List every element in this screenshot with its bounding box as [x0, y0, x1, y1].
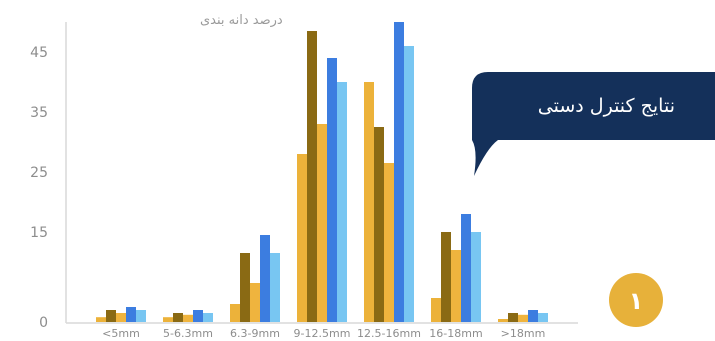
y-tick-labels: 0 15 25 35 45 — [30, 45, 48, 331]
bar — [230, 304, 240, 322]
bars — [96, 22, 548, 322]
y-tick-label: 35 — [30, 105, 48, 121]
callout-shape — [472, 72, 715, 176]
bar — [240, 253, 250, 322]
x-category-label: 5-6.3mm — [163, 327, 213, 340]
bar — [508, 313, 518, 322]
y-tick-label: 15 — [30, 225, 48, 241]
y-tick-label: 25 — [30, 165, 48, 181]
x-category-label: 12.5-16mm — [357, 327, 421, 340]
bar — [461, 214, 471, 322]
bar — [260, 235, 270, 322]
bar — [193, 310, 203, 322]
x-category-labels: <5mm 5-6.3mm 6.3-9mm 9-12.5mm 12.5-16mm 16-18… — [102, 327, 545, 340]
bar — [297, 154, 307, 322]
x-category-label: <5mm — [102, 327, 140, 340]
bar — [451, 250, 461, 322]
bar — [528, 310, 538, 322]
bar — [116, 313, 126, 322]
bar — [498, 319, 508, 322]
y-axis-label: درصد دانه بندی — [200, 13, 283, 28]
x-category-label: 6.3-9mm — [230, 327, 280, 340]
bar — [404, 46, 414, 322]
bar — [327, 58, 337, 322]
bar — [337, 82, 347, 322]
bar — [317, 124, 327, 322]
x-category-label: 9-12.5mm — [294, 327, 351, 340]
bar — [307, 31, 317, 322]
bar — [250, 283, 260, 322]
step-badge-number: ۱ — [629, 287, 644, 315]
bar — [374, 127, 384, 322]
bar — [96, 317, 106, 322]
axes: درصد دانه بندی — [65, 13, 578, 324]
bar — [173, 313, 183, 322]
bar — [270, 253, 280, 322]
y-tick-label: 45 — [30, 45, 48, 61]
bar — [384, 163, 394, 322]
bar — [431, 298, 441, 322]
bar — [106, 310, 116, 322]
bar — [538, 313, 548, 322]
bar — [203, 313, 213, 322]
step-badge: ۱ — [609, 273, 663, 327]
bar — [126, 307, 136, 322]
bar — [394, 22, 404, 322]
x-category-label: 16-18mm — [429, 327, 482, 340]
bar — [183, 314, 193, 322]
bar — [441, 232, 451, 322]
bar — [471, 232, 481, 322]
y-tick-label: 0 — [39, 315, 48, 331]
bar — [518, 314, 528, 322]
step-badge-circle — [609, 273, 663, 327]
bar — [163, 317, 173, 322]
bar — [364, 82, 374, 322]
x-category-label: >18mm — [501, 327, 546, 340]
callout-box: نتایج کنترل دستی — [472, 72, 715, 176]
bar — [136, 310, 146, 322]
callout-text: نتایج کنترل دستی — [538, 95, 675, 117]
